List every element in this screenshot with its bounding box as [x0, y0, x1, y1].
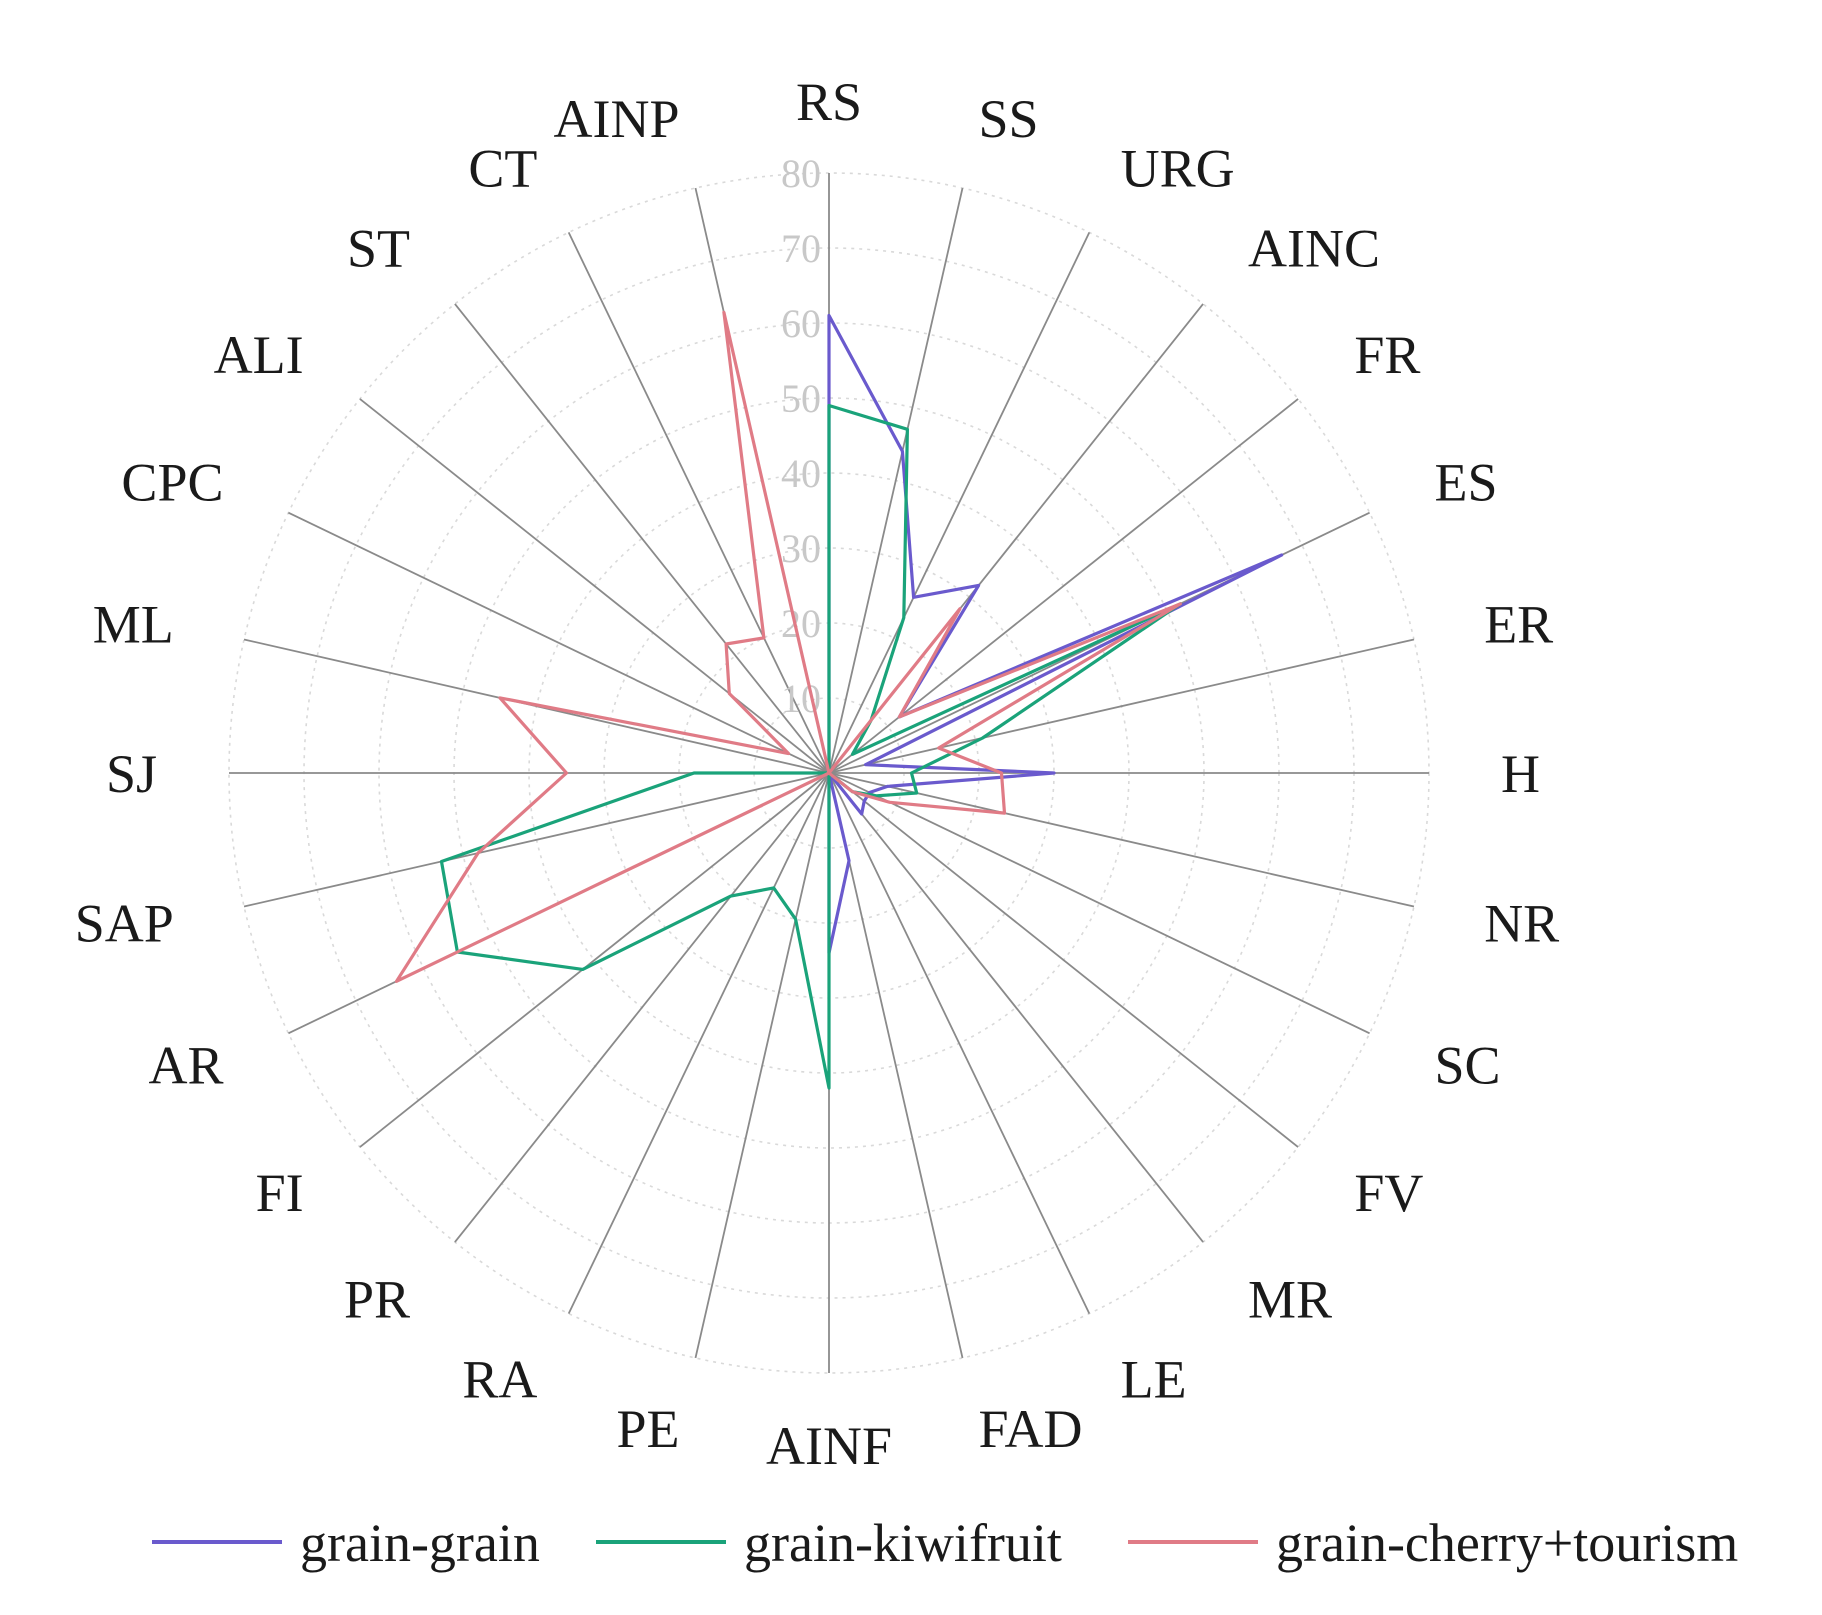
axis-spoke-ct: [567, 232, 830, 774]
axis-label-nr: NR: [1484, 894, 1559, 954]
axis-spoke-fr: [828, 398, 1299, 774]
axis-label-sap: SAP: [75, 894, 174, 954]
axis-spoke-sc: [828, 772, 1370, 1035]
data-series: [394, 310, 1284, 1090]
axis-label-es: ES: [1435, 452, 1498, 512]
axis-label-ct: CT: [468, 139, 537, 199]
axis-label-cpc: CPC: [121, 452, 223, 512]
legend-item-grain-grain: grain-grain: [152, 1513, 540, 1573]
axis-label-urg: URG: [1121, 139, 1235, 199]
radial-tick-label: 30: [781, 526, 821, 571]
axis-label-pr: PR: [344, 1269, 410, 1329]
axis-spoke-cpc: [288, 511, 830, 774]
series-line-grain-cherry-tourism: [394, 310, 1183, 983]
axis-spoke-pe: [694, 772, 830, 1359]
axis-label-rs: RS: [796, 72, 862, 132]
axis-spoke-fad: [828, 772, 964, 1359]
axis-spoke-ali: [359, 398, 830, 774]
axis-label-sj: SJ: [106, 744, 157, 804]
axis-spoke-pr: [454, 772, 830, 1243]
radial-tick-label: 70: [781, 226, 821, 271]
radial-tick-label: 60: [781, 301, 821, 346]
axis-spokes: [229, 173, 1429, 1373]
axis-spoke-st: [454, 303, 830, 774]
axis-label-ainp: AINP: [553, 89, 679, 149]
series-line-grain-kiwifruit: [439, 403, 1183, 1090]
axis-spoke-nr: [828, 772, 1415, 908]
axis-label-er: ER: [1484, 595, 1553, 655]
legend-label-grain-grain: grain-grain: [300, 1513, 540, 1573]
axis-label-ar: AR: [148, 1036, 223, 1096]
axis-spoke-fi: [359, 772, 830, 1148]
axis-label-ss: SS: [979, 89, 1039, 149]
axis-label-sc: SC: [1435, 1036, 1501, 1096]
legend: grain-grain grain-kiwifruit grain-cherry…: [152, 1513, 1738, 1573]
axis-label-ra: RA: [462, 1350, 537, 1410]
axis-label-fv: FV: [1354, 1163, 1423, 1223]
legend-item-grain-cherry-tourism: grain-cherry+tourism: [1128, 1513, 1738, 1573]
axis-label-st: ST: [347, 219, 410, 279]
legend-label-grain-kiwifruit: grain-kiwifruit: [744, 1513, 1062, 1573]
axis-label-ali: ALI: [214, 325, 304, 385]
axis-label-pe: PE: [616, 1399, 679, 1459]
axis-label-ml: ML: [93, 595, 174, 655]
radial-tick-label: 40: [781, 451, 821, 496]
legend-label-grain-cherry-tourism: grain-cherry+tourism: [1276, 1513, 1738, 1573]
axis-label-mr: MR: [1248, 1269, 1332, 1329]
axis-spoke-mr: [828, 772, 1204, 1243]
radial-tick-label: 20: [781, 601, 821, 646]
axis-label-le: LE: [1121, 1350, 1187, 1410]
axis-spoke-le: [828, 772, 1091, 1314]
radial-tick-label: 80: [781, 151, 821, 196]
axis-label-fi: FI: [256, 1163, 304, 1223]
axis-label-ainc: AINC: [1248, 219, 1380, 279]
axis-spoke-sap: [243, 772, 830, 908]
axis-spoke-urg: [828, 232, 1091, 774]
axis-label-fr: FR: [1354, 325, 1420, 385]
axis-spoke-ra: [567, 772, 830, 1314]
legend-item-grain-kiwifruit: grain-kiwifruit: [596, 1513, 1062, 1573]
axis-label-fad: FAD: [979, 1399, 1083, 1459]
axis-label-h: H: [1501, 744, 1540, 804]
axis-spoke-ss: [828, 187, 964, 774]
axis-spoke-er: [828, 638, 1415, 774]
series-line-grain-grain: [827, 313, 1284, 955]
radial-tick-label: 50: [781, 376, 821, 421]
axis-label-ainf: AINF: [766, 1416, 892, 1476]
axis-spoke-fv: [828, 772, 1299, 1148]
